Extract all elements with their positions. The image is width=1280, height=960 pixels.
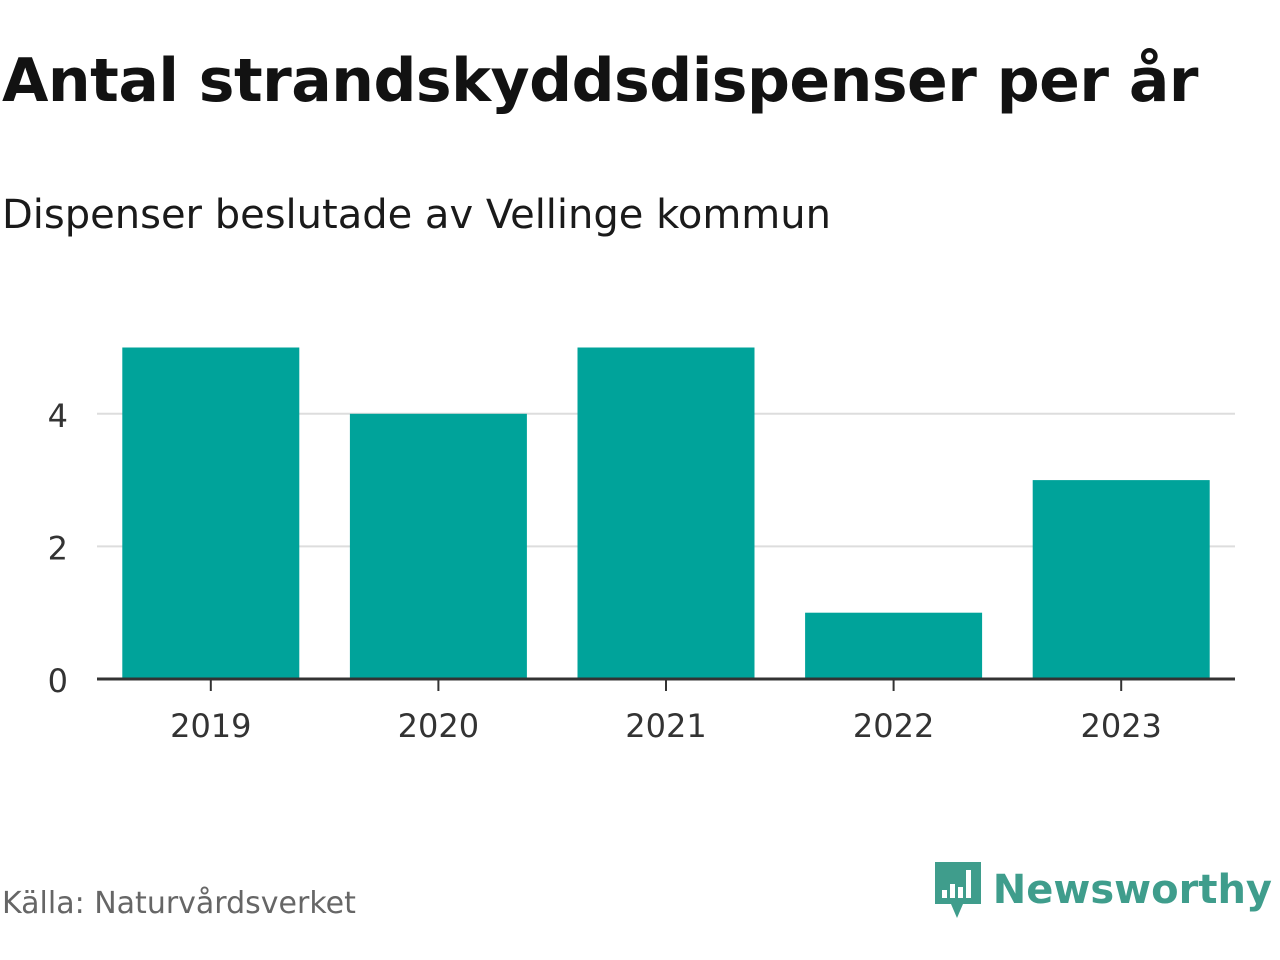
x-tick-label: 2021 <box>625 707 706 745</box>
bar <box>805 612 983 679</box>
bar <box>122 347 300 679</box>
x-tick-label: 2019 <box>170 707 251 745</box>
brand-logo: Newsworthy <box>933 860 1272 920</box>
x-tick-label: 2020 <box>398 707 479 745</box>
bar <box>1032 480 1210 679</box>
source-note: Källa: Naturvårdsverket <box>2 886 356 921</box>
x-tick-label: 2022 <box>853 707 934 745</box>
newsworthy-logo-icon <box>934 862 981 918</box>
x-tick-label: 2023 <box>1080 707 1161 745</box>
y-tick-label: 4 <box>48 397 68 435</box>
y-tick-label: 0 <box>48 662 68 700</box>
brand-name: Newsworthy <box>992 867 1272 913</box>
y-tick-label: 2 <box>48 529 68 567</box>
bar <box>349 413 527 679</box>
chart-subtitle: Dispenser beslutade av Vellinge kommun <box>2 192 831 238</box>
bar <box>577 347 755 679</box>
chart-title: Antal strandskyddsdispenser per år <box>2 46 1198 116</box>
